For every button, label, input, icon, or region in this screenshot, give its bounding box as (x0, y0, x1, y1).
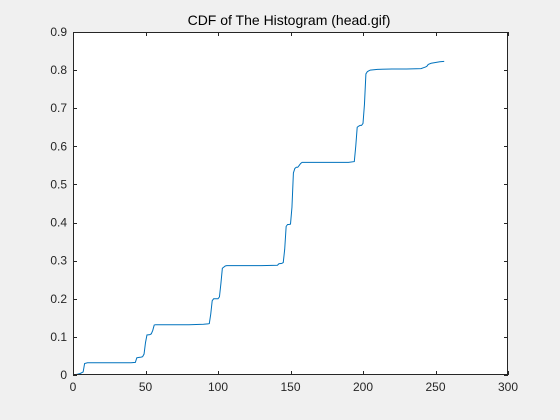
y-tick-label: 0.2 (50, 292, 67, 306)
axes-background (73, 32, 508, 375)
y-tick-label: 0.5 (50, 177, 67, 191)
chart-title: CDF of The Histogram (head.gif) (188, 12, 391, 28)
x-tick-label: 100 (208, 380, 228, 394)
y-tick-label: 0.9 (50, 25, 67, 39)
y-tick-label: 0.4 (50, 216, 67, 230)
y-tick-label: 0.7 (50, 101, 67, 115)
y-tick-label: 0.8 (50, 63, 67, 77)
x-tick-label: 300 (498, 380, 518, 394)
y-tick-label: 0.1 (50, 330, 67, 344)
y-tick-label: 0 (60, 368, 67, 382)
x-tick-label: 0 (70, 380, 77, 394)
axes: 0 50 100 150 200 250 300 0 0.1 0.2 0.3 0.4 0.5 0.6 0.7… (50, 25, 518, 394)
axes-box (73, 32, 508, 375)
y-tick-label: 0.6 (50, 139, 67, 153)
cdf-line-series-0 (72, 60, 445, 376)
x-tick-label: 200 (353, 380, 373, 394)
x-tick-label: 50 (139, 380, 153, 394)
x-tick-label: 250 (425, 380, 445, 394)
y-tick-label: 0.3 (50, 254, 67, 268)
x-tick-label: 150 (280, 380, 300, 394)
plot-area (72, 60, 445, 376)
